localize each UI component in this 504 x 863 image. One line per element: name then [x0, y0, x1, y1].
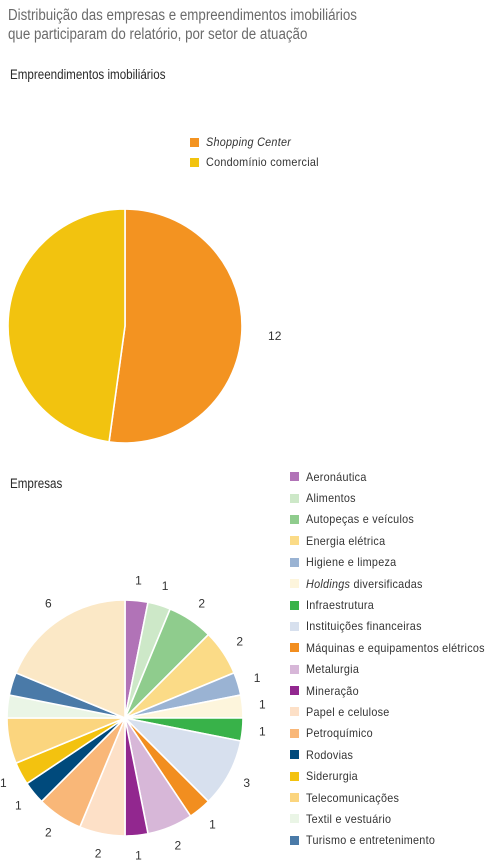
legend-item-shopping-center: Shopping Center: [190, 132, 331, 152]
legend-swatch: [290, 579, 299, 589]
legend-item-aeronautica: Aeronáutica: [290, 466, 504, 487]
data-label: 2: [95, 846, 102, 860]
legend-label: Higiene e limpeza: [306, 555, 397, 570]
legend-label: Holdings diversificadas: [306, 576, 423, 591]
title-line-1: Distribuição das empresas e empreendimen…: [8, 7, 357, 24]
legend-item-rodovias: Rodovias: [290, 744, 504, 765]
chart1-legend: Shopping Center Condomínio comercial: [190, 132, 331, 172]
data-label: 2: [198, 596, 205, 610]
legend-swatch: [290, 728, 299, 738]
legend-label: Turismo e entretenimento: [306, 833, 436, 848]
legend-swatch: [190, 157, 199, 167]
legend-item-papel-e-celulose: Papel e celulose: [290, 701, 504, 722]
chart2-legend: Aeronáutica Alimentos Autopeças e veículos…: [290, 466, 504, 851]
pie-slice-condominio-comercial: [7, 208, 126, 443]
data-label: 1: [259, 698, 266, 712]
data-label: 2: [174, 839, 181, 853]
data-label: 1: [15, 799, 22, 813]
data-label: 1: [259, 725, 266, 739]
data-label: 1: [0, 776, 7, 790]
legend-swatch: [290, 557, 299, 567]
legend-label: Rodovias: [306, 747, 354, 762]
title-line-2: que participaram do relatório, por setor…: [8, 26, 308, 43]
data-label: 2: [236, 634, 243, 648]
page-title: Distribuição das empresas e empreendimen…: [8, 6, 429, 44]
chart2-title: Empresas: [10, 476, 63, 491]
legend-swatch: [290, 835, 299, 845]
legend-item-instituicoes-financeiras: Instituições financeiras: [290, 616, 504, 637]
pie-slice-shopping-center: [108, 208, 243, 444]
legend-swatch: [290, 621, 299, 631]
legend-label: Telecomunicações: [306, 790, 400, 805]
data-label: 1: [254, 671, 261, 685]
legend-item-energia-eletrica: Energia elétrica: [290, 530, 504, 551]
legend-item-siderurgia: Siderurgia: [290, 765, 504, 786]
legend-item-telecomunicacoes: Telecomunicações: [290, 787, 504, 808]
legend-swatch: [290, 793, 299, 803]
legend-label: Alimentos: [306, 491, 356, 506]
chart1-title: Empreendimentos imobiliários: [10, 67, 166, 82]
legend-item-maquinas-e-equipamentos-eletricos: Máquinas e equipamentos elétricos: [290, 637, 504, 658]
pie-slice-other: [14, 599, 126, 720]
legend-swatch: [290, 514, 299, 524]
data-label: 1: [162, 579, 169, 593]
legend-swatch: [290, 771, 299, 781]
legend-item-higiene-e-limpeza: Higiene e limpeza: [290, 552, 504, 573]
legend-label: Mineração: [306, 683, 359, 698]
legend-swatch: [290, 493, 299, 503]
legend-label: Aeronáutica: [306, 469, 367, 484]
legend-label: Condomínio comercial: [206, 155, 319, 169]
legend-item-mineracao: Mineração: [290, 680, 504, 701]
pie-chart-2: 1122111312122112116: [0, 574, 266, 863]
legend-item-condominio-comercial: Condomínio comercial: [190, 152, 331, 172]
legend-swatch: [190, 137, 199, 147]
legend-item-turismo-e-entretenimento: Turismo e entretenimento: [290, 830, 504, 851]
legend-swatch: [290, 643, 299, 653]
legend-label: Infraestrutura: [306, 598, 375, 613]
legend-item-autopecas-e-veiculos: Autopeças e veículos: [290, 509, 504, 530]
data-label: 3: [243, 776, 250, 790]
legend-swatch: [290, 536, 299, 546]
legend-swatch: [290, 600, 299, 610]
legend-label: Petroquímico: [306, 726, 373, 741]
legend-label: Textil e vestuário: [306, 811, 392, 826]
legend-item-petroquimico: Petroquímico: [290, 723, 504, 744]
legend-item-metalurgia: Metalurgia: [290, 659, 504, 680]
legend-label: Energia elétrica: [306, 533, 386, 548]
legend-swatch: [290, 686, 299, 696]
data-label: 2: [45, 826, 52, 840]
legend-swatch: [290, 750, 299, 760]
legend-item-alimentos: Alimentos: [290, 487, 504, 508]
data-label: 1: [209, 818, 216, 832]
legend-label: Máquinas e equipamentos elétricos: [306, 640, 485, 655]
data-label: 1: [135, 574, 142, 588]
legend-label: Shopping Center: [206, 135, 292, 149]
legend-label: Papel e celulose: [306, 704, 390, 719]
legend-item-infraestrutura: Infraestrutura: [290, 594, 504, 615]
legend-label: Autopeças e veículos: [306, 512, 415, 527]
data-label: 6: [45, 596, 52, 610]
legend-label: Instituições financeiras: [306, 619, 422, 634]
legend-swatch: [290, 707, 299, 717]
legend-swatch: [290, 814, 299, 824]
legend-item-holdings-diversificadas: Holdings diversificadas: [290, 573, 504, 594]
data-label: 1: [135, 848, 142, 862]
legend-swatch: [290, 472, 299, 482]
data-label: 12: [268, 329, 282, 343]
legend-label: Metalurgia: [306, 662, 360, 677]
legend-item-textil-e-vestuario: Textil e vestuário: [290, 808, 504, 829]
legend-swatch: [290, 664, 299, 674]
legend-label: Siderurgia: [306, 769, 358, 784]
